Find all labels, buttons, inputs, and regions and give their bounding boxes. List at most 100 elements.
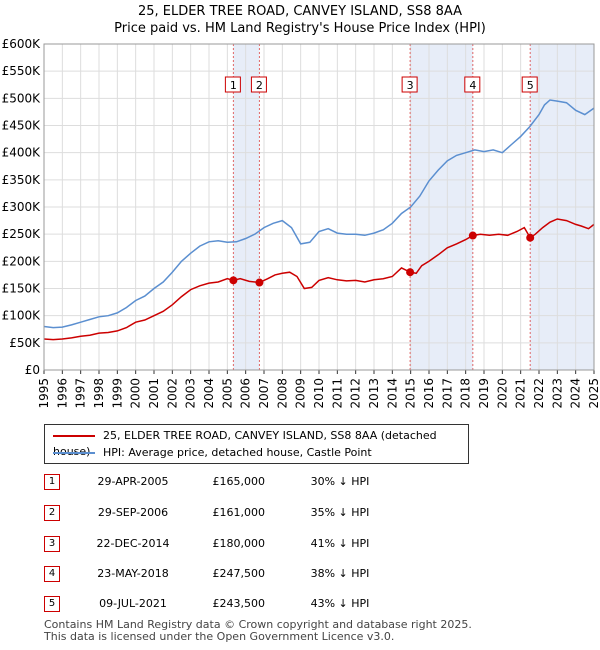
sale-point bbox=[255, 278, 264, 287]
legend-swatch-property bbox=[53, 435, 95, 437]
x-tick-label: 2008 bbox=[275, 378, 289, 409]
y-tick-label: £400K bbox=[2, 146, 42, 160]
y-tick-label: £150K bbox=[2, 282, 42, 296]
sale-price: £180,000 bbox=[212, 537, 266, 550]
sale-number-box bbox=[401, 76, 418, 93]
sale-marker-number: 5 bbox=[44, 596, 60, 612]
series-line bbox=[43, 218, 595, 341]
x-tick-label: 1995 bbox=[37, 378, 51, 409]
x-tick-label: 2009 bbox=[294, 378, 308, 409]
x-tick-label: 2025 bbox=[587, 378, 600, 409]
title-subtitle: Price paid vs. HM Land Registry's House … bbox=[114, 21, 486, 36]
sale-point bbox=[526, 233, 535, 242]
x-tick-label: 2000 bbox=[129, 378, 143, 409]
x-tick-label: 2019 bbox=[477, 378, 491, 409]
sale-number-label: 5 bbox=[527, 79, 534, 92]
sale-number-label: 1 bbox=[230, 79, 237, 92]
sale-row: 3 22-DEC-2014 £180,000 41% ↓ HPI bbox=[0, 534, 600, 554]
x-tick-label: 2006 bbox=[239, 378, 253, 409]
y-tick-label: £450K bbox=[2, 119, 42, 133]
x-tick-label: 1999 bbox=[110, 378, 124, 409]
sale-hpi-diff: 41% ↓ HPI bbox=[310, 537, 370, 550]
sale-point bbox=[229, 276, 238, 285]
sale-row: 4 23-MAY-2018 £247,500 38% ↓ HPI bbox=[0, 564, 600, 584]
x-tick-label: 1998 bbox=[92, 378, 106, 409]
sale-point bbox=[468, 231, 477, 240]
footer-copyright: Contains HM Land Registry data © Crown c… bbox=[44, 618, 472, 631]
x-tick-label: 2007 bbox=[257, 378, 271, 409]
sale-number-box bbox=[521, 76, 538, 93]
y-tick-label: £250K bbox=[2, 227, 42, 241]
x-tick-label: 2003 bbox=[184, 378, 198, 409]
x-tick-label: 2015 bbox=[404, 378, 418, 409]
x-tick-label: 2011 bbox=[330, 378, 344, 409]
sale-price: £247,500 bbox=[212, 567, 266, 580]
x-tick-label: 2020 bbox=[495, 378, 509, 409]
x-tick-label: 2024 bbox=[569, 378, 583, 409]
y-tick-label: £500K bbox=[2, 91, 42, 105]
sale-number-label: 2 bbox=[256, 79, 263, 92]
sale-date: 29-SEP-2006 bbox=[97, 506, 169, 519]
attribution-footer: Contains HM Land Registry data © Crown c… bbox=[44, 619, 472, 643]
sale-row: 2 29-SEP-2006 £161,000 35% ↓ HPI bbox=[0, 503, 600, 523]
x-tick-label: 2005 bbox=[220, 378, 234, 409]
sale-price: £165,000 bbox=[212, 475, 266, 488]
x-tick-label: 2001 bbox=[147, 378, 161, 409]
x-tick-label: 2004 bbox=[202, 378, 216, 409]
sale-date: 22-DEC-2014 bbox=[96, 537, 170, 550]
sale-number-box bbox=[224, 76, 241, 93]
sale-number-box bbox=[464, 76, 481, 93]
x-tick-label: 2023 bbox=[550, 378, 564, 409]
sale-number-label: 3 bbox=[407, 79, 414, 92]
sale-row: 5 09-JUL-2021 £243,500 43% ↓ HPI bbox=[0, 594, 600, 614]
chart-legend: 25, ELDER TREE ROAD, CANVEY ISLAND, SS8 … bbox=[44, 424, 469, 464]
y-tick-label: £350K bbox=[2, 173, 42, 187]
x-tick-label: 2013 bbox=[367, 378, 381, 409]
sale-price: £243,500 bbox=[212, 597, 266, 610]
x-tick-label: 2021 bbox=[514, 378, 528, 409]
sale-marker-number: 4 bbox=[44, 566, 60, 582]
legend-item-hpi: HPI: Average price, detached house, Cast… bbox=[53, 445, 372, 461]
series-line bbox=[43, 99, 595, 329]
sale-hpi-diff: 38% ↓ HPI bbox=[310, 567, 370, 580]
x-tick-label: 2014 bbox=[385, 378, 399, 409]
y-tick-label: £0 bbox=[25, 363, 40, 377]
y-tick-label: £300K bbox=[2, 200, 42, 214]
legend-label-property: 25, ELDER TREE ROAD, CANVEY ISLAND, SS8 … bbox=[53, 429, 437, 458]
sale-number-label: 4 bbox=[469, 79, 476, 92]
sale-hpi-diff: 30% ↓ HPI bbox=[310, 475, 370, 488]
x-tick-label: 2012 bbox=[349, 378, 363, 409]
title-address: 25, ELDER TREE ROAD, CANVEY ISLAND, SS8 … bbox=[137, 4, 463, 19]
sale-date: 23-MAY-2018 bbox=[97, 567, 169, 580]
sale-hpi-diff: 43% ↓ HPI bbox=[310, 597, 370, 610]
chart-title: 25, ELDER TREE ROAD, CANVEY ISLAND, SS8 … bbox=[0, 3, 600, 37]
y-tick-label: £50K bbox=[9, 336, 41, 350]
y-tick-label: £100K bbox=[2, 309, 42, 323]
sale-point bbox=[406, 268, 415, 277]
sale-marker-number: 3 bbox=[44, 536, 60, 552]
x-tick-label: 1996 bbox=[55, 378, 69, 409]
sale-number-box bbox=[250, 76, 267, 93]
sale-date: 09-JUL-2021 bbox=[99, 597, 167, 610]
legend-label-hpi: HPI: Average price, detached house, Cast… bbox=[103, 446, 372, 459]
y-tick-label: £200K bbox=[2, 254, 42, 268]
x-tick-label: 2016 bbox=[422, 378, 436, 409]
x-tick-label: 2002 bbox=[165, 378, 179, 409]
x-tick-label: 2022 bbox=[532, 378, 546, 409]
legend-item-property: 25, ELDER TREE ROAD, CANVEY ISLAND, SS8 … bbox=[53, 428, 468, 458]
footer-licence: This data is licensed under the Open Gov… bbox=[44, 630, 395, 643]
x-tick-label: 2018 bbox=[459, 378, 473, 409]
price-chart: £0 £50K £100K £150K £200K £250K £300K £350K £400… bbox=[2, 37, 600, 409]
sale-marker-number: 2 bbox=[44, 505, 60, 521]
y-tick-label: £600K bbox=[2, 37, 42, 51]
sale-date: 29-APR-2005 bbox=[97, 475, 169, 488]
x-tick-label: 2017 bbox=[440, 378, 454, 409]
x-tick-label: 1997 bbox=[74, 378, 88, 409]
sale-price: £161,000 bbox=[212, 506, 266, 519]
sale-row: 1 29-APR-2005 £165,000 30% ↓ HPI bbox=[0, 472, 600, 492]
x-tick-label: 2010 bbox=[312, 378, 326, 409]
plot-frame bbox=[43, 43, 595, 371]
sale-hpi-diff: 35% ↓ HPI bbox=[310, 506, 370, 519]
sale-marker-number: 1 bbox=[44, 474, 60, 490]
legend-swatch-hpi bbox=[53, 452, 95, 454]
